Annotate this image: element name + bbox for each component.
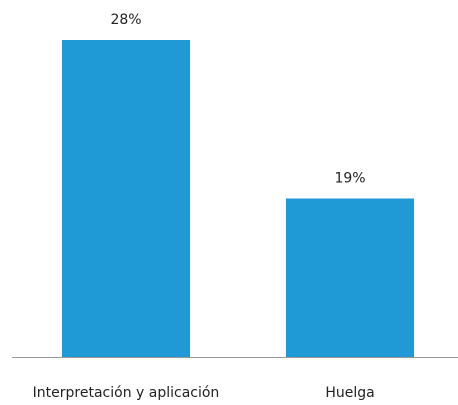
x-tick-label: Interpretación y aplicación (33, 385, 220, 401)
data-label: 28% (110, 12, 141, 28)
bar (286, 198, 414, 357)
bar (62, 40, 190, 357)
x-tick-label: Huelga (325, 385, 374, 401)
data-label: 19% (334, 171, 365, 187)
